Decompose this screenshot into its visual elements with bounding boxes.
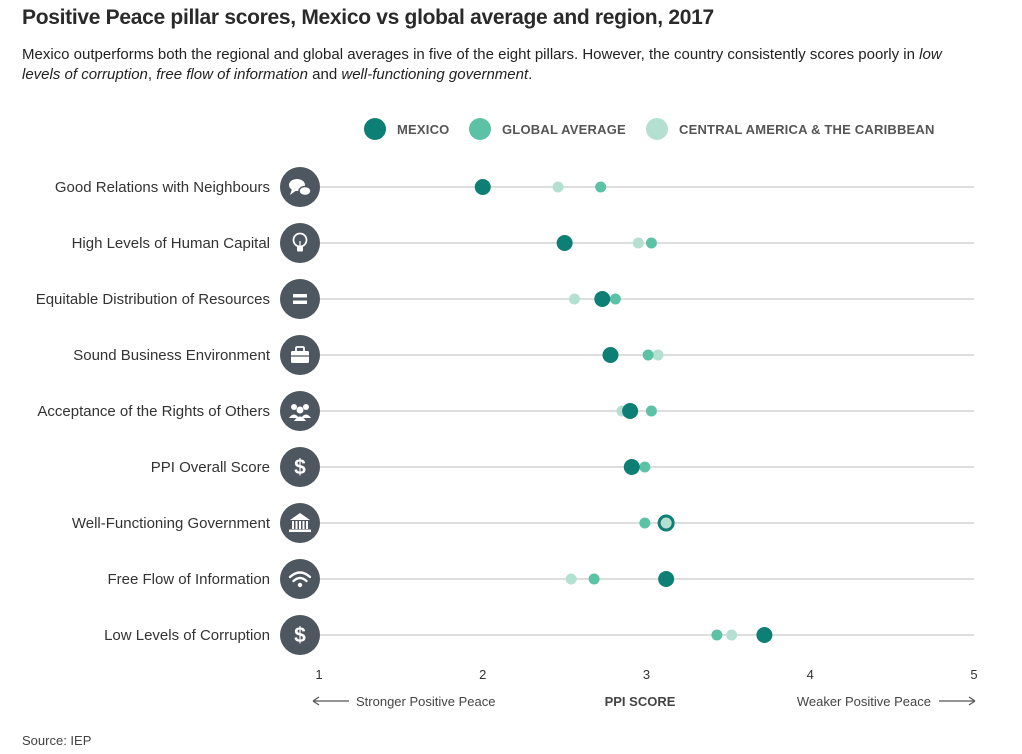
right-arrow-icon bbox=[939, 696, 976, 706]
category-label: Low Levels of Corruption bbox=[104, 627, 270, 644]
category-label: Equitable Distribution of Resources bbox=[36, 291, 270, 308]
chart-row: Free Flow of Information bbox=[107, 559, 974, 599]
category-label: Sound Business Environment bbox=[73, 347, 271, 364]
chart-title: Positive Peace pillar scores, Mexico vs … bbox=[22, 6, 714, 29]
x-tick-label: 5 bbox=[970, 667, 977, 682]
chart-row: Low Levels of Corruption $ bbox=[104, 615, 974, 655]
speech-bubbles-icon bbox=[280, 167, 320, 207]
dot-global bbox=[609, 293, 621, 305]
x-tick-label: 1 bbox=[315, 667, 322, 682]
subtitle-text: Mexico outperforms both the regional and… bbox=[22, 46, 920, 63]
dot-mexico bbox=[658, 571, 675, 587]
subtitle-end: . bbox=[528, 66, 533, 83]
axis-note-left: Stronger Positive Peace bbox=[356, 694, 495, 709]
x-tick-label: 2 bbox=[479, 667, 486, 682]
axis-note-right: Weaker Positive Peace bbox=[797, 694, 931, 709]
legend-item-mexico: MEXICO bbox=[364, 118, 449, 140]
category-label: Good Relations with Neighbours bbox=[55, 179, 270, 196]
dot-global bbox=[588, 573, 600, 585]
category-label: Well-Functioning Government bbox=[72, 515, 271, 532]
legend-label-global: GLOBAL AVERAGE bbox=[502, 122, 626, 137]
legend-item-global: GLOBAL AVERAGE bbox=[469, 118, 626, 140]
dot-region bbox=[552, 181, 564, 193]
legend-label-mexico: MEXICO bbox=[397, 122, 449, 137]
government-building-icon bbox=[280, 503, 320, 543]
dot-mexico bbox=[657, 514, 675, 532]
dollar-icon: $ bbox=[280, 447, 320, 487]
briefcase-icon bbox=[280, 335, 320, 375]
legend-label-region: CENTRAL AMERICA & THE CARIBBEAN bbox=[679, 122, 935, 137]
subtitle-conjunction: and bbox=[308, 66, 342, 83]
dot-mexico bbox=[594, 291, 611, 307]
chart-row: Acceptance of the Rights of Others bbox=[37, 391, 974, 431]
icon-background bbox=[280, 279, 320, 319]
svg-text:$: $ bbox=[294, 624, 306, 647]
dot-global bbox=[711, 629, 723, 641]
subtitle-emphasis-information: free flow of information bbox=[156, 66, 308, 83]
category-label: PPI Overall Score bbox=[151, 459, 270, 476]
chart-row: PPI Overall Score $ bbox=[151, 447, 974, 487]
x-tick-label: 3 bbox=[643, 667, 650, 682]
dot-region bbox=[565, 573, 577, 585]
icon-background bbox=[280, 615, 320, 655]
dot-mexico bbox=[622, 403, 639, 419]
dot-mexico bbox=[556, 235, 573, 251]
x-axis: 1 2 3 4 5 Stronger Positive Peace PPI SCORE Wea… bbox=[312, 667, 978, 709]
chart-row: High Levels of Human Capital bbox=[72, 223, 974, 263]
category-label: Free Flow of Information bbox=[107, 571, 270, 588]
dot-region bbox=[726, 629, 738, 641]
category-label: High Levels of Human Capital bbox=[72, 235, 270, 252]
category-label: Acceptance of the Rights of Others bbox=[37, 403, 270, 420]
legend-dot-mexico bbox=[364, 118, 386, 140]
svg-text:$: $ bbox=[294, 456, 306, 479]
left-arrow-icon bbox=[312, 696, 349, 706]
dot-global bbox=[642, 349, 654, 361]
dot-region bbox=[652, 349, 664, 361]
dot-global bbox=[645, 237, 657, 249]
chart-subtitle: Mexico outperforms both the regional and… bbox=[22, 45, 982, 85]
people-group-icon bbox=[280, 391, 320, 431]
wifi-icon bbox=[280, 559, 320, 599]
dot-global bbox=[639, 461, 651, 473]
chart-row: Good Relations with Neighbours bbox=[55, 167, 974, 207]
dot-region bbox=[568, 293, 580, 305]
dollar-icon: $ bbox=[280, 615, 320, 655]
subtitle-separator: , bbox=[147, 66, 157, 83]
legend-dot-global bbox=[469, 118, 491, 140]
chart-rows: Good Relations with Neighbours High Level… bbox=[36, 167, 974, 655]
chart-row: Sound Business Environment bbox=[73, 335, 974, 375]
dot-mexico bbox=[602, 347, 619, 363]
dot-global bbox=[595, 181, 607, 193]
dot-global bbox=[639, 517, 651, 529]
subtitle-emphasis-government: well-functioning government bbox=[341, 66, 529, 83]
legend-dot-region bbox=[646, 118, 668, 140]
lightbulb-icon bbox=[280, 223, 320, 263]
dot-region bbox=[632, 237, 644, 249]
equals-icon bbox=[280, 279, 320, 319]
x-tick-label: 4 bbox=[807, 667, 814, 682]
dot-global bbox=[645, 405, 657, 417]
legend-item-region: CENTRAL AMERICA & THE CARIBBEAN bbox=[646, 118, 935, 140]
chart-row: Well-Functioning Government bbox=[72, 503, 974, 543]
dot-mexico bbox=[756, 627, 773, 643]
source-note: Source: IEP bbox=[22, 733, 92, 748]
x-axis-title: PPI SCORE bbox=[605, 694, 676, 709]
dot-mexico bbox=[474, 179, 491, 195]
dot-mexico bbox=[623, 459, 640, 475]
legend: MEXICO GLOBAL AVERAGE CENTRAL AMERICA & TH… bbox=[364, 118, 935, 140]
chart-row: Equitable Distribution of Resources bbox=[36, 279, 974, 319]
subtitle-emphasis-corruption: low levels of corruption bbox=[22, 46, 942, 83]
icon-background bbox=[280, 447, 320, 487]
